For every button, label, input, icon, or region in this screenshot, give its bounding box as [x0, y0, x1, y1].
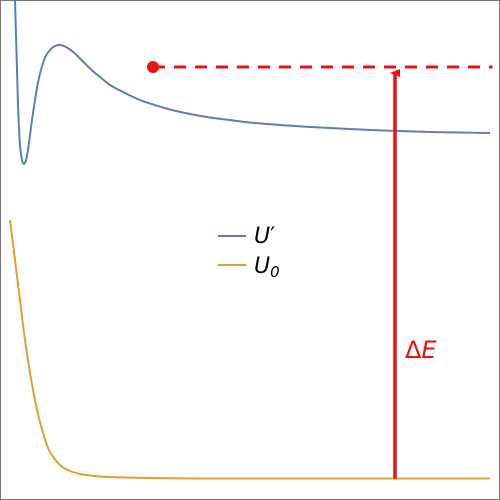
legend: U′ U0: [218, 224, 280, 281]
legend-item-u-zero: U0: [218, 254, 280, 281]
series-u-prime-line: [14, 0, 491, 166]
series-u-zero-line: [9, 219, 490, 480]
delta-e-label: ΔE: [405, 336, 437, 364]
transition-point-marker: [147, 61, 159, 73]
legend-item-u-prime: U′: [218, 224, 275, 249]
legend-label-u-zero: U0: [254, 254, 280, 281]
plot-area: ΔE: [9, 0, 493, 480]
legend-label-u-prime: U′: [254, 224, 275, 249]
